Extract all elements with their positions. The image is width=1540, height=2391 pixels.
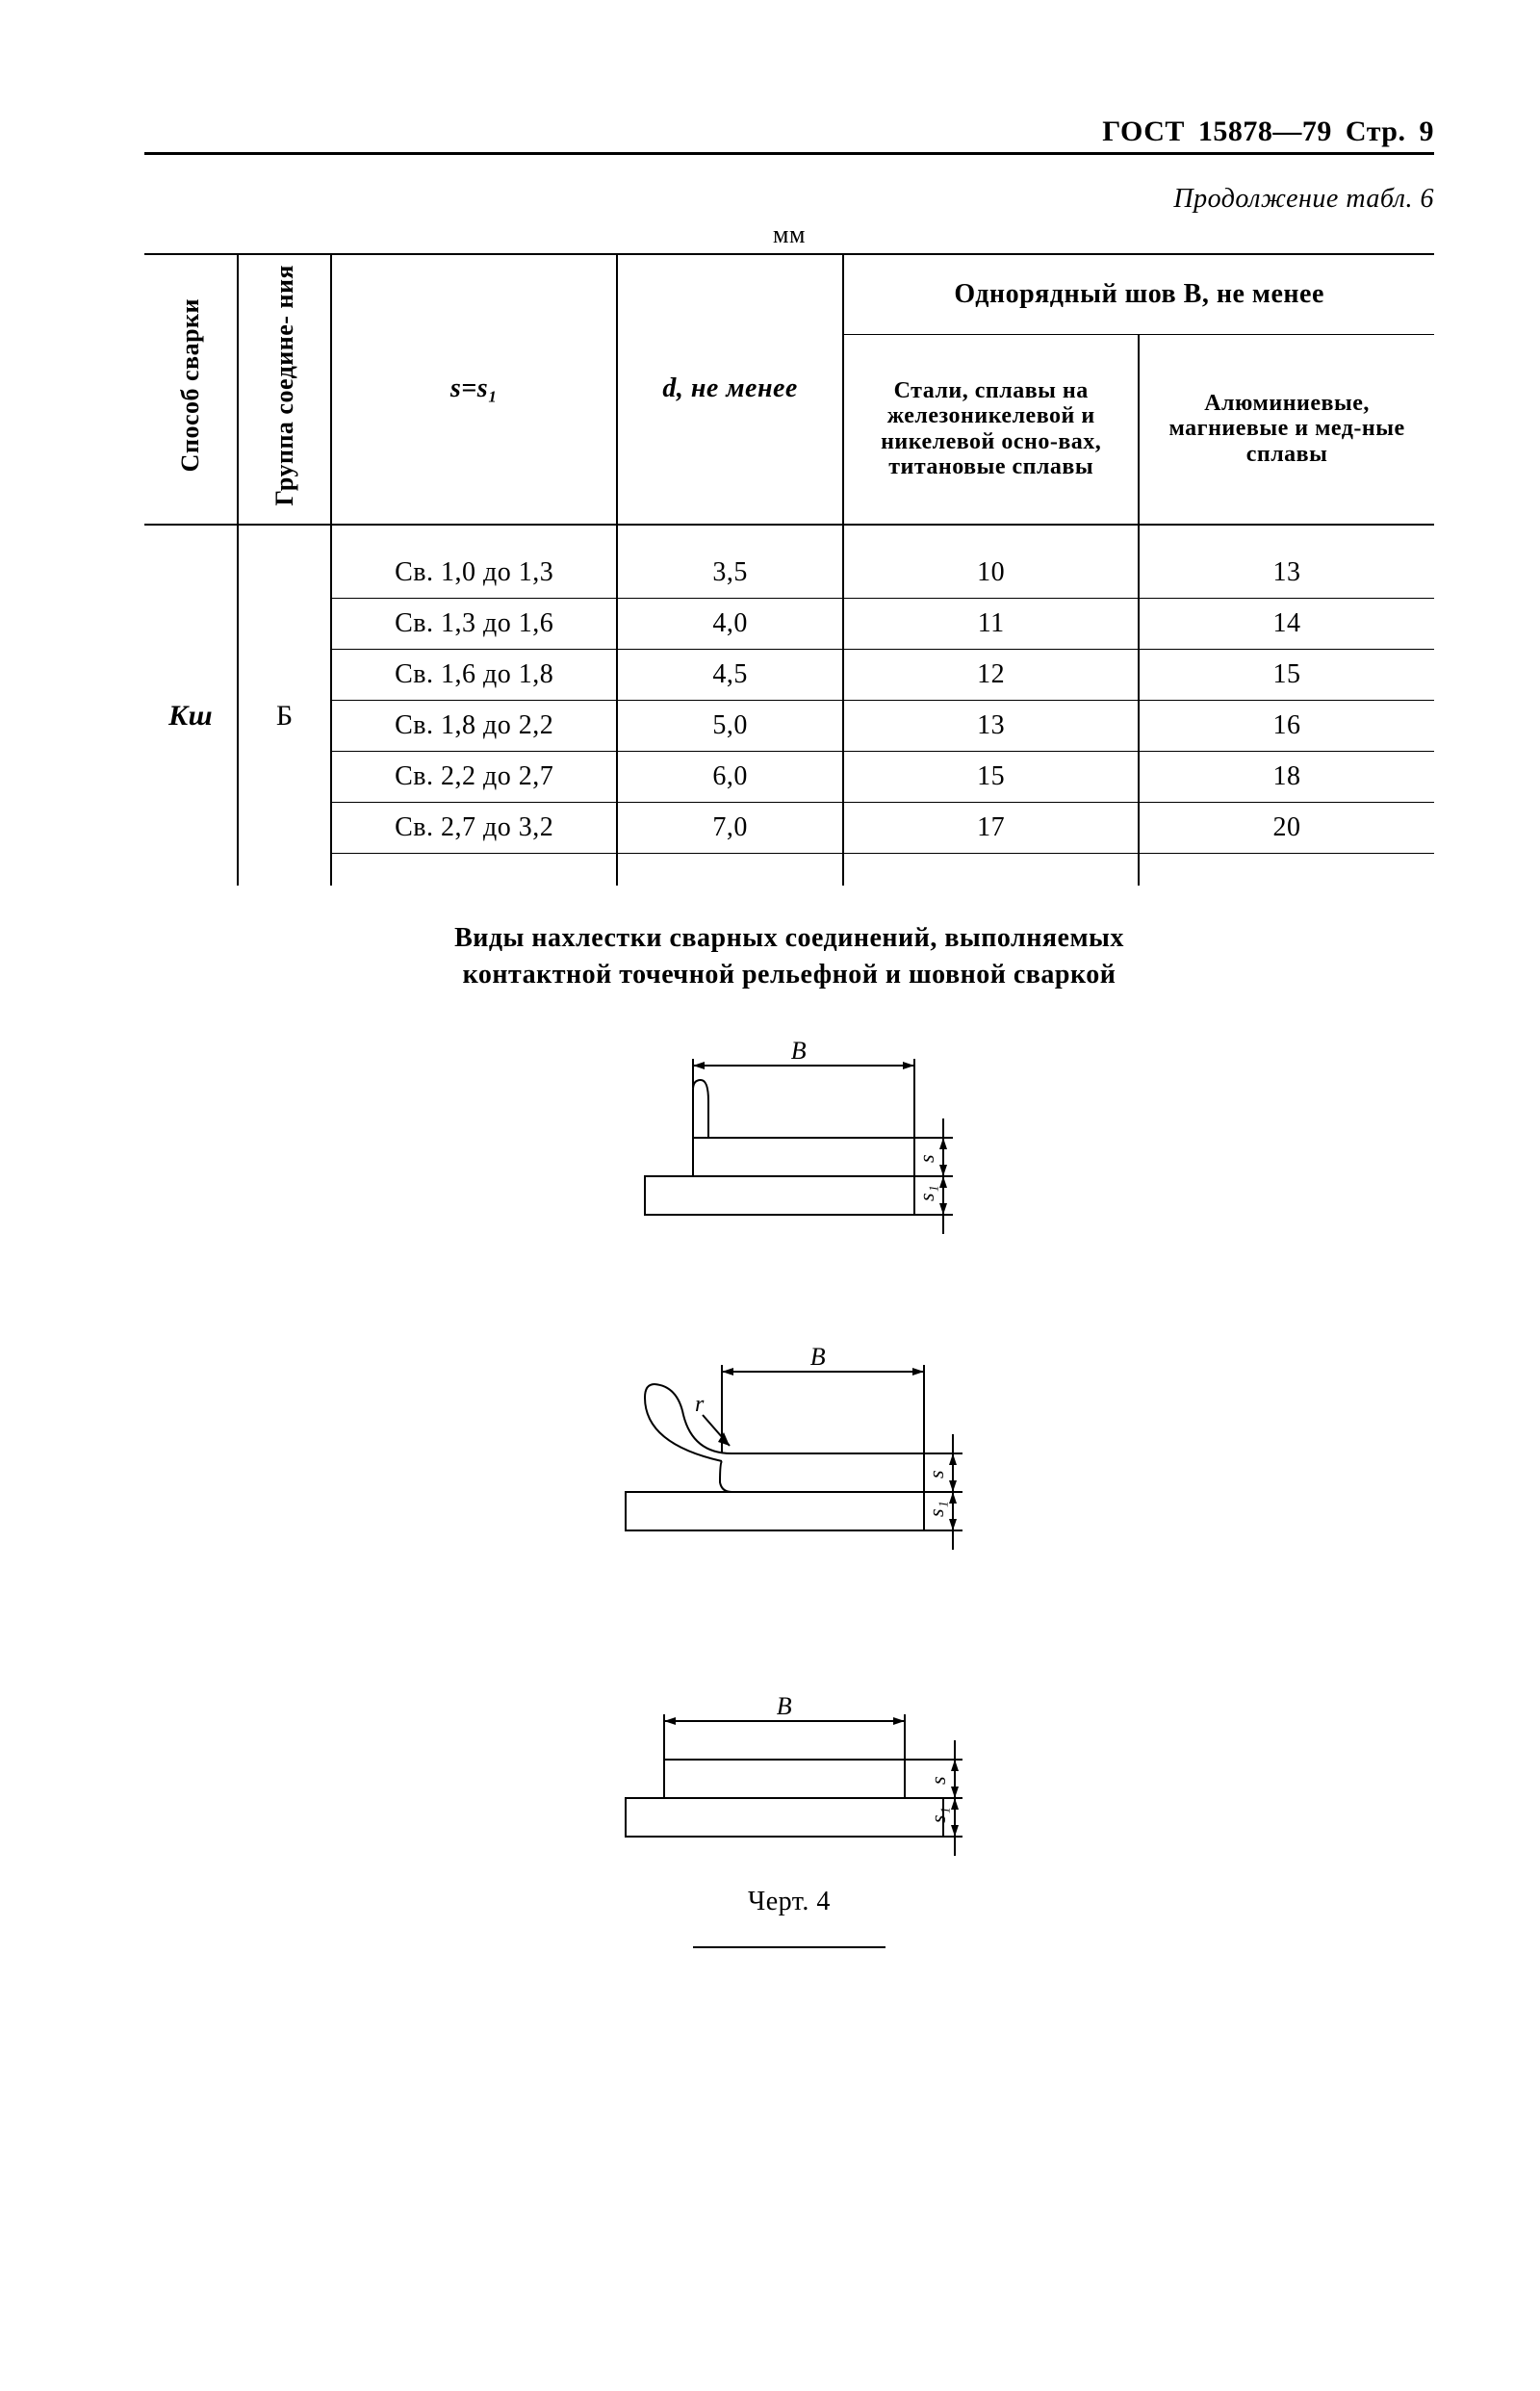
table-continuation: Продолжение табл. 6: [144, 184, 1434, 215]
svg-text:s₁: s₁: [914, 1184, 938, 1200]
svg-text:s: s: [914, 1154, 938, 1163]
table-row: Kш Б Св. 1,0 до 1,3 3,5 10 13: [144, 548, 1434, 599]
cell-s: Св. 1,0 до 1,3: [331, 548, 617, 599]
page-header: ГОСТ 15878—79 Стр. 9: [144, 116, 1434, 155]
cell-d: 3,5: [617, 548, 843, 599]
section-rule: [693, 1946, 886, 1948]
col-aluminium: Алюминиевые, магниевые и мед-ные сплавы: [1139, 334, 1434, 524]
table-row: Св. 2,2 до 2,7 6,0 15 18: [144, 751, 1434, 802]
svg-text:B: B: [810, 1343, 826, 1371]
method-cell: Kш: [144, 548, 238, 887]
table-row: Св. 1,3 до 1,6 4,0 11 14: [144, 598, 1434, 649]
diagram-3: B s s₁: [144, 1673, 1434, 1873]
table-row: Св. 1,8 до 2,2 5,0 13 16: [144, 700, 1434, 751]
units-label: мм: [144, 220, 1434, 249]
col-steels: Стали, сплавы на железоникелевой и никел…: [843, 334, 1139, 524]
table-row: Св. 2,7 до 3,2 7,0 17 20: [144, 802, 1434, 853]
col-b-span: Однорядный шов B, не менее: [843, 254, 1434, 334]
group-cell: Б: [238, 548, 331, 887]
col-s: s=s₁: [331, 254, 617, 525]
section-heading: Виды нахлестки сварных соединений, выпол…: [144, 920, 1434, 993]
svg-text:s₁: s₁: [926, 1806, 950, 1822]
svg-text:s: s: [926, 1776, 950, 1785]
cell-b1: 10: [843, 548, 1139, 599]
svg-text:s: s: [924, 1470, 948, 1478]
svg-text:s₁: s₁: [924, 1500, 948, 1516]
diagram-2: B r s s₁: [144, 1328, 1434, 1586]
specification-table: Способ сварки Группа соедине- ния s=s₁ d…: [144, 253, 1434, 886]
diagram-1: B s s₁: [144, 1032, 1434, 1261]
col-d: d, не менее: [617, 254, 843, 525]
figure-label: Черт. 4: [144, 1887, 1434, 1917]
svg-text:B: B: [791, 1037, 807, 1065]
col-joint-group: Группа соедине- ния: [270, 265, 299, 506]
cell-b2: 13: [1139, 548, 1434, 599]
table-row: Св. 1,6 до 1,8 4,5 12 15: [144, 649, 1434, 700]
svg-text:r: r: [695, 1392, 705, 1417]
svg-text:B: B: [777, 1692, 792, 1720]
col-welding-method: Способ сварки: [176, 298, 205, 472]
